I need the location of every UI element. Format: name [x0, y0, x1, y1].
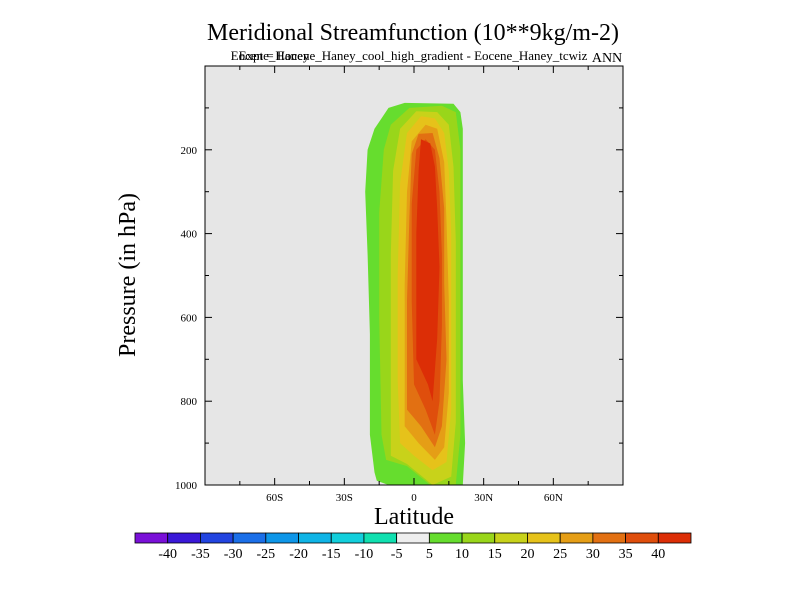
- colorbar-label: -10: [355, 547, 374, 562]
- colorbar-label: -15: [322, 547, 341, 562]
- colorbar-label: 40: [651, 547, 665, 562]
- y-tick-label: 800: [181, 396, 198, 408]
- y-tick-label: 200: [181, 145, 198, 157]
- chart-subtitle-overlap: Eocene_Haney: [231, 48, 310, 63]
- colorbar-label: 10: [455, 547, 469, 562]
- x-tick-label: 30N: [474, 492, 493, 504]
- colorbar-label: 15: [488, 547, 502, 562]
- contour-band-7: [416, 139, 440, 402]
- colorbar-label: 5: [426, 547, 433, 562]
- colorbar-swatch: [625, 532, 659, 544]
- colorbar-swatch: [559, 532, 594, 544]
- colorbar-swatch: [527, 532, 561, 544]
- x-tick-label: 60N: [544, 492, 563, 504]
- y-tick-label: 400: [181, 229, 198, 241]
- x-axis-label: Latitude: [374, 504, 454, 530]
- colorbar-label: -25: [256, 547, 275, 562]
- colorbar: -40 -35 -30 -25 -20 -15 -10 -5 5 10 15 20 25 30 35 40: [134, 532, 692, 562]
- colorbar-label: 30: [586, 547, 600, 562]
- colorbar-swatch: [461, 532, 496, 544]
- colorbar-label: -30: [224, 547, 243, 562]
- colorbar-swatch: [134, 532, 169, 544]
- colorbar-swatch: [396, 532, 430, 544]
- x-tick-label: 30S: [336, 492, 353, 504]
- colorbar-swatch: [428, 532, 463, 544]
- axis-layer: 60S 30S 0 30N 60N 200 400 600 800 1000: [175, 66, 623, 504]
- colorbar-swatch: [363, 532, 398, 544]
- y-tick-label: 1000: [175, 480, 198, 492]
- chart-title: Meridional Streamfunction (10**9kg/m-2): [207, 20, 619, 46]
- colorbar-label: -20: [289, 547, 308, 562]
- y-axis-label: Pressure (in hPa): [115, 193, 141, 357]
- season-label: ANN: [592, 51, 622, 66]
- colorbar-swatch: [167, 532, 201, 544]
- colorbar-swatch: [592, 532, 626, 544]
- colorbar-label: 35: [619, 547, 633, 562]
- colorbar-label: 20: [520, 547, 534, 562]
- chart-subtitle: Expt = Eocene_Haney_cool_high_gradient -…: [239, 48, 588, 63]
- colorbar-swatch: [265, 532, 299, 544]
- colorbar-swatch: [200, 532, 234, 544]
- colorbar-swatch: [657, 532, 692, 544]
- colorbar-swatch: [330, 532, 365, 544]
- colorbar-swatch: [298, 532, 332, 544]
- x-tick-label: 0: [411, 492, 417, 504]
- x-tick-label: 60S: [266, 492, 283, 504]
- colorbar-swatch: [232, 532, 267, 544]
- colorbar-label: -35: [191, 547, 210, 562]
- colorbar-swatch: [494, 532, 528, 544]
- colorbar-label: -5: [391, 547, 403, 562]
- y-tick-label: 600: [181, 312, 198, 324]
- colorbar-label: 25: [553, 547, 567, 562]
- colorbar-label: -40: [158, 547, 177, 562]
- contour-layer: [365, 102, 466, 486]
